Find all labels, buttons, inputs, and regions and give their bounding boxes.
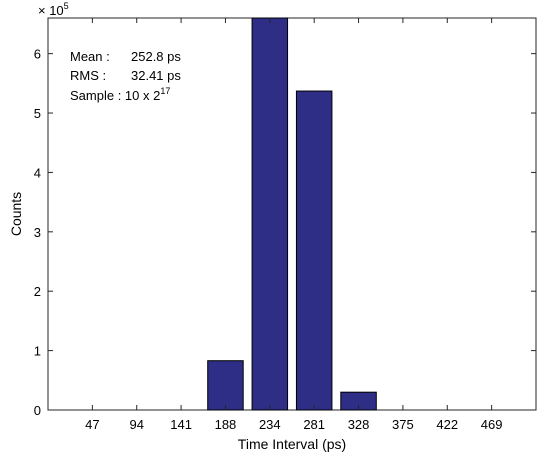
y-tick-label: 2 — [34, 284, 41, 299]
x-tick-label: 375 — [392, 417, 414, 432]
y-axis-label: Counts — [8, 192, 24, 236]
mean-value: 252.8 ps — [131, 49, 181, 64]
x-tick-label: 281 — [303, 417, 325, 432]
bar — [251, 17, 289, 411]
sample-label: Sample : 10 x 2 — [70, 88, 160, 103]
x-tick-label: 141 — [170, 417, 192, 432]
x-tick-label: 328 — [348, 417, 370, 432]
sample-power: 17 — [160, 86, 170, 96]
y-axis-ticks: 0 1 2 3 4 5 6 — [34, 47, 536, 418]
y-tick-label: 5 — [34, 106, 41, 121]
y-tick-label: 4 — [34, 165, 41, 180]
y-exponent-power: 5 — [64, 1, 69, 11]
y-tick-label: 3 — [34, 225, 41, 240]
y-exponent-base: × 10 — [38, 3, 64, 18]
rms-value: 32.41 ps — [131, 68, 181, 83]
x-tick-label: 94 — [129, 417, 143, 432]
sample-annotation: Sample : 10 x 217 — [70, 86, 170, 103]
x-axis-ticks: 47 94 141 188 234 281 328 375 422 469 — [85, 18, 502, 432]
x-tick-label: 47 — [85, 417, 99, 432]
x-tick-label: 188 — [215, 417, 237, 432]
mean-label: Mean : — [70, 49, 110, 64]
bar — [295, 90, 333, 411]
y-exponent-label: × 105 — [38, 1, 69, 18]
stats-annotation: Mean : 252.8 ps RMS : 32.41 ps Sample : … — [70, 49, 181, 103]
y-tick-label: 0 — [34, 403, 41, 418]
rms-label: RMS : — [70, 68, 106, 83]
x-tick-label: 422 — [436, 417, 458, 432]
x-tick-label: 234 — [259, 417, 281, 432]
bar-series — [207, 17, 377, 411]
y-tick-label: 1 — [34, 344, 41, 359]
plot-area — [47, 17, 537, 411]
x-tick-label: 469 — [481, 417, 503, 432]
x-axis-label: Time Interval (ps) — [238, 436, 346, 452]
bar — [207, 360, 244, 411]
y-tick-label: 6 — [34, 47, 41, 62]
